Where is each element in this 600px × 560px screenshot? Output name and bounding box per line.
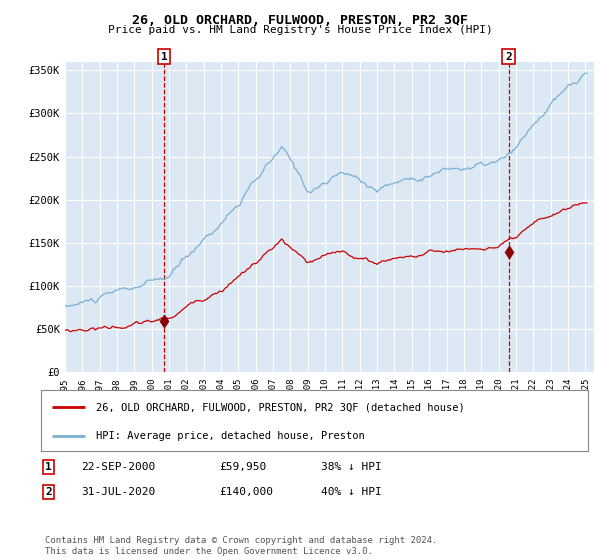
Text: 2: 2 <box>45 487 52 497</box>
Text: Price paid vs. HM Land Registry's House Price Index (HPI): Price paid vs. HM Land Registry's House … <box>107 25 493 35</box>
Text: 26, OLD ORCHARD, FULWOOD, PRESTON, PR2 3QF (detached house): 26, OLD ORCHARD, FULWOOD, PRESTON, PR2 3… <box>95 402 464 412</box>
Text: HPI: Average price, detached house, Preston: HPI: Average price, detached house, Pres… <box>95 431 364 441</box>
Text: 1: 1 <box>45 462 52 472</box>
Text: £59,950: £59,950 <box>219 462 266 472</box>
Text: 1: 1 <box>161 52 167 62</box>
Text: 22-SEP-2000: 22-SEP-2000 <box>81 462 155 472</box>
Text: 31-JUL-2020: 31-JUL-2020 <box>81 487 155 497</box>
Text: 2: 2 <box>505 52 512 62</box>
Text: Contains HM Land Registry data © Crown copyright and database right 2024.
This d: Contains HM Land Registry data © Crown c… <box>45 536 437 556</box>
Text: 26, OLD ORCHARD, FULWOOD, PRESTON, PR2 3QF: 26, OLD ORCHARD, FULWOOD, PRESTON, PR2 3… <box>132 14 468 27</box>
Text: 38% ↓ HPI: 38% ↓ HPI <box>321 462 382 472</box>
Text: £140,000: £140,000 <box>219 487 273 497</box>
Text: 40% ↓ HPI: 40% ↓ HPI <box>321 487 382 497</box>
